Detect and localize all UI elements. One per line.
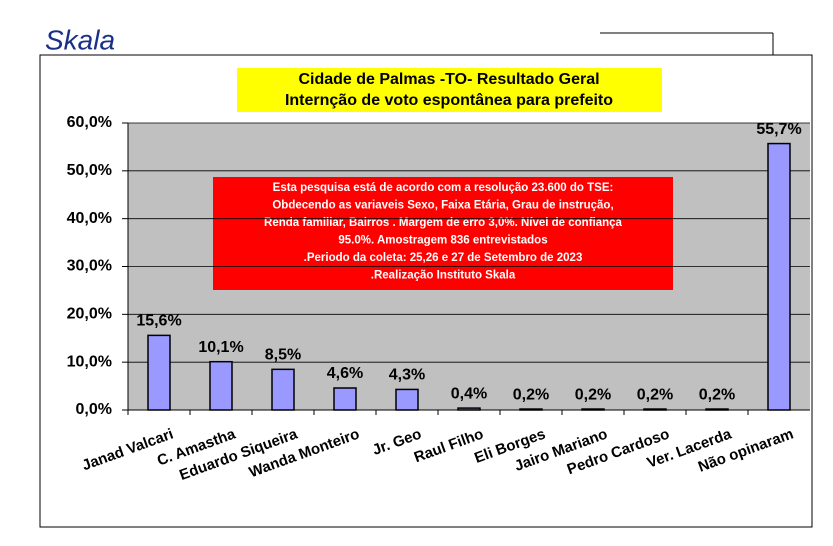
y-tick-label: 60,0% [67,114,112,131]
logo: Skala [45,24,115,55]
y-tick-label: 0,0% [76,401,112,418]
value-label: 10,1% [198,339,243,356]
note-box [213,177,673,290]
chart-title: Cidade de Palmas -TO- Resultado Geral [298,71,599,88]
value-label: 0,4% [451,385,487,402]
title-box [237,68,662,112]
value-label: 0,2% [699,386,735,403]
y-tick-label: 40,0% [67,210,112,227]
value-label: 4,3% [389,367,425,384]
chart-subtitle: Internção de voto espontânea para prefei… [285,92,613,109]
note-line: Esta pesquisa está de acordo com a resol… [273,182,614,194]
bar [767,142,791,411]
value-label: 0,2% [637,386,673,403]
chart-frame [39,54,813,528]
value-label: 8,5% [265,347,301,364]
note-line: .Periodo da coleta: 25,26 e 27 de Setemb… [304,252,583,264]
note-line: .Realização Instituto Skala [371,270,516,282]
value-label: 4,6% [327,365,363,382]
note-line: Obdecendo as variaveis Sexo, Faixa Etári… [272,200,613,212]
y-tick-label: 10,0% [67,353,112,370]
bar [333,387,357,411]
value-label: 55,7% [756,121,801,138]
y-tick-label: 30,0% [67,258,112,275]
value-label: 0,2% [575,386,611,403]
bar [209,360,233,411]
value-label: 0,2% [513,386,549,403]
bar [147,334,171,411]
note-line: Renda familiar, Bairros . Margem de erro… [264,217,623,229]
bar [271,368,295,411]
y-tick-label: 50,0% [67,162,112,179]
bar [395,388,419,411]
value-label: 15,6% [136,313,181,330]
y-tick-label: 20,0% [67,306,112,323]
note-line: 95.0%. Amostragem 836 entrevistados [338,235,547,247]
